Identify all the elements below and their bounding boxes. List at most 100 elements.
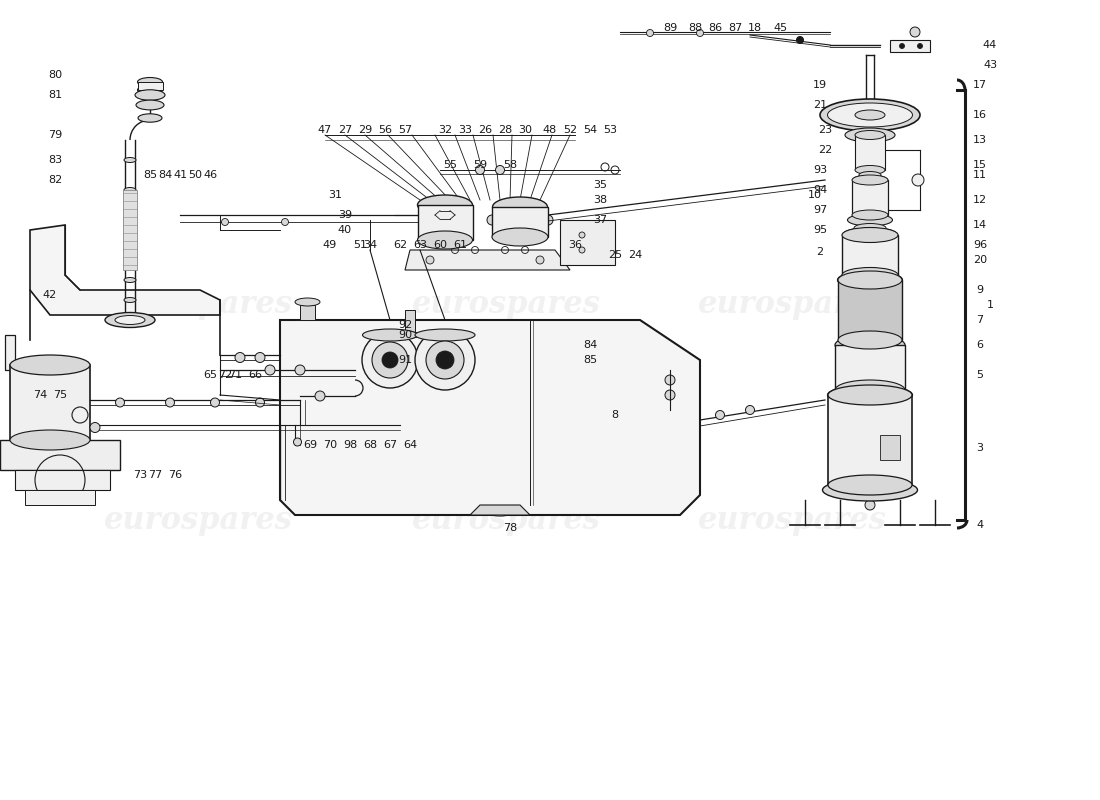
Ellipse shape	[820, 99, 920, 131]
Text: 46: 46	[202, 170, 217, 180]
Text: 80: 80	[48, 70, 62, 80]
Text: 14: 14	[972, 220, 987, 230]
Text: 91: 91	[398, 355, 412, 365]
Bar	[828, 395, 912, 485]
Circle shape	[666, 375, 675, 385]
Text: 1: 1	[987, 300, 993, 310]
Text: 2: 2	[816, 247, 824, 257]
Text: 54: 54	[583, 125, 597, 135]
Circle shape	[746, 406, 755, 414]
Bar	[890, 40, 930, 52]
Text: 35: 35	[593, 180, 607, 190]
Text: 25: 25	[608, 250, 623, 260]
Circle shape	[900, 43, 904, 49]
Bar	[15, 470, 110, 490]
Ellipse shape	[823, 479, 917, 501]
Ellipse shape	[842, 267, 898, 282]
Ellipse shape	[855, 130, 886, 139]
Ellipse shape	[845, 128, 895, 142]
Text: 43: 43	[983, 60, 997, 70]
Text: 85: 85	[583, 355, 597, 365]
Ellipse shape	[124, 247, 136, 253]
Text: 84: 84	[158, 170, 172, 180]
Ellipse shape	[138, 78, 163, 86]
Ellipse shape	[135, 90, 165, 100]
Text: 86: 86	[708, 23, 722, 33]
Text: 96: 96	[972, 240, 987, 250]
Text: 52: 52	[563, 125, 578, 135]
Circle shape	[255, 353, 265, 362]
Circle shape	[372, 342, 408, 378]
Circle shape	[282, 218, 288, 226]
Text: 20: 20	[972, 255, 987, 265]
Text: 84: 84	[583, 340, 597, 350]
Circle shape	[426, 341, 464, 379]
Circle shape	[235, 353, 245, 362]
Ellipse shape	[295, 298, 320, 306]
Text: 34: 34	[363, 240, 377, 250]
Circle shape	[382, 352, 398, 368]
Polygon shape	[30, 225, 220, 315]
Circle shape	[865, 500, 874, 510]
Text: 56: 56	[378, 125, 392, 135]
Ellipse shape	[828, 475, 912, 495]
Text: 69: 69	[302, 440, 317, 450]
Text: 76: 76	[168, 470, 183, 480]
Circle shape	[362, 332, 418, 388]
Text: 50: 50	[188, 170, 202, 180]
Bar	[835, 345, 905, 390]
Text: 93: 93	[813, 165, 827, 175]
Text: eurospares: eurospares	[103, 505, 293, 535]
Text: 31: 31	[328, 190, 342, 200]
Ellipse shape	[492, 228, 548, 246]
Text: 4: 4	[977, 520, 983, 530]
Ellipse shape	[418, 231, 473, 249]
Ellipse shape	[116, 315, 145, 325]
Text: 22: 22	[818, 145, 832, 155]
Text: 89: 89	[663, 23, 678, 33]
Ellipse shape	[852, 175, 888, 185]
Polygon shape	[470, 505, 530, 515]
Text: 10: 10	[808, 190, 822, 200]
Circle shape	[221, 218, 229, 226]
Ellipse shape	[859, 171, 881, 178]
Text: 3: 3	[977, 443, 983, 453]
Circle shape	[415, 330, 475, 390]
Bar	[560, 220, 615, 265]
Ellipse shape	[10, 355, 90, 375]
Bar	[300, 305, 315, 320]
Bar	[852, 180, 888, 215]
Ellipse shape	[124, 158, 136, 162]
Text: 92: 92	[398, 320, 412, 330]
Circle shape	[896, 387, 903, 393]
Text: 33: 33	[458, 125, 472, 135]
Ellipse shape	[827, 385, 913, 405]
Bar	[123, 190, 138, 270]
Text: 40: 40	[338, 225, 352, 235]
Text: 71: 71	[228, 370, 242, 380]
Text: 64: 64	[403, 440, 417, 450]
Circle shape	[116, 398, 124, 407]
Text: 36: 36	[568, 240, 582, 250]
Text: 49: 49	[323, 240, 337, 250]
Circle shape	[265, 365, 275, 375]
Bar	[405, 310, 415, 335]
Text: 42: 42	[43, 290, 57, 300]
Text: 21: 21	[813, 100, 827, 110]
Text: eurospares: eurospares	[697, 505, 887, 535]
Text: 98: 98	[343, 440, 358, 450]
Text: 39: 39	[338, 210, 352, 220]
Ellipse shape	[847, 214, 892, 226]
Text: 28: 28	[498, 125, 513, 135]
Text: 27: 27	[338, 125, 352, 135]
Text: eurospares: eurospares	[697, 289, 887, 319]
Text: 15: 15	[974, 160, 987, 170]
Ellipse shape	[854, 223, 886, 233]
Circle shape	[165, 398, 175, 407]
Text: 41: 41	[173, 170, 187, 180]
Circle shape	[696, 30, 704, 37]
Circle shape	[715, 410, 725, 419]
Bar	[0, 440, 120, 470]
Text: 48: 48	[543, 125, 557, 135]
Text: 72: 72	[218, 370, 232, 380]
